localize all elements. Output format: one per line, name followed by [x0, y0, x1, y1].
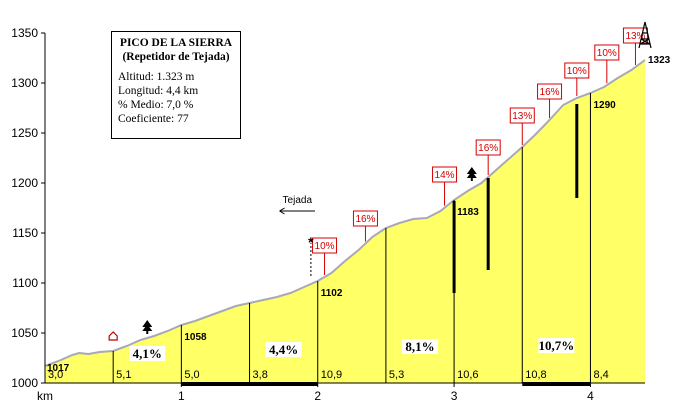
elevation-label: 1290 [593, 100, 616, 111]
y-tick-label: 1250 [11, 126, 38, 140]
elevation-label: 1183 [457, 207, 479, 218]
labels: 3,0 5,1 5,0 3,8 10,9 5,3 10,6 10,8 8,4 1017 1058 11… [47, 27, 671, 381]
max-grade-label: 16% [540, 87, 560, 98]
km-band [181, 382, 318, 386]
climb-title: PICO DE LA SIERRA [119, 37, 233, 49]
tree-trunk [470, 178, 473, 181]
tree-trunk [146, 331, 149, 334]
antenna-lattice [638, 21, 652, 49]
segment-dividers [112, 93, 591, 383]
segment-grade-label: 10,8 [525, 369, 546, 381]
max-grade-label: 13% [512, 111, 532, 122]
steep-bars [452, 104, 579, 293]
climb-info-box: PICO DE LA SIERRA (Repetidor de Tejada) … [111, 31, 241, 139]
max-grade-label: 16% [478, 143, 498, 154]
max-grade-box [537, 83, 563, 100]
km-average-label: 8,1% [405, 339, 434, 354]
max-grade-label: 16% [355, 214, 375, 225]
max-grade-box [432, 166, 458, 183]
segment-grade-label: 3,8 [253, 369, 268, 381]
max-grade-box [564, 62, 590, 79]
km-average-label: 10,7% [538, 338, 574, 353]
y-tick-label: 1350 [11, 26, 38, 40]
x-tick-label: 2 [314, 389, 321, 403]
x-tick-label: 3 [451, 389, 458, 403]
max-grade-label: 13% [625, 31, 645, 42]
info-altitude: Altitud: 1.323 m [118, 71, 195, 83]
segment-grade-label: 5,1 [116, 369, 131, 381]
max-grade-box [475, 139, 501, 156]
icons: * Tejada [108, 21, 652, 341]
km-average-bg [129, 346, 166, 361]
max-grade-label: 10% [567, 66, 587, 77]
info-average-grade: % Medio: 7,0 % [118, 99, 194, 111]
max-grade-box [509, 107, 535, 124]
tree-icon [142, 320, 153, 331]
segment-grade-label: 3,0 [48, 369, 63, 381]
y-tick-label: 1050 [11, 326, 38, 340]
max-grade-label: 10% [597, 48, 617, 59]
climb-subtitle: (Repetidor de Tejada) [122, 51, 230, 63]
junction-arrow-head [279, 207, 285, 215]
profile-area [45, 60, 645, 383]
elevation-label: 1017 [47, 363, 70, 374]
junction-star: * [308, 234, 314, 250]
km-average-label: 4,1% [133, 346, 162, 361]
segment-grade-label: 8,4 [593, 369, 608, 381]
max-grade-box [594, 44, 620, 61]
junction-label: Tejada [283, 195, 313, 206]
y-tick-label: 1000 [11, 376, 38, 390]
info-length: Longitud: 4,4 km [118, 85, 199, 97]
y-tick-label: 1150 [12, 226, 38, 240]
elevation-label: 1323 [648, 55, 671, 66]
tree-icon [466, 167, 477, 178]
segment-grade-label: 10,6 [457, 369, 478, 381]
x-axis-label: km [37, 389, 53, 403]
antenna-icon [638, 21, 652, 49]
profile-line [44, 59, 646, 367]
segment-grade-label: 5,0 [184, 369, 199, 381]
km-average-bg [538, 338, 575, 353]
segment-grade-label: 10,9 [321, 369, 342, 381]
x-tick-label: 4 [587, 389, 594, 403]
profile-layer [44, 59, 646, 383]
elevation-label: 1058 [184, 332, 207, 343]
km-average-bg [402, 339, 438, 354]
km-average-label: 4,4% [269, 342, 298, 357]
x-tick-label: 1 [178, 389, 185, 403]
max-grade-label: 10% [315, 241, 335, 252]
house-icon [108, 331, 118, 341]
elevation-label: 1102 [321, 288, 343, 299]
segment-grade-label: 5,3 [389, 369, 404, 381]
max-grade-box [352, 210, 378, 227]
km-average-bg [265, 342, 302, 357]
y-tick-label: 1300 [11, 76, 38, 90]
info-coefficient: Coeficiente: 77 [118, 113, 189, 125]
max-grade-box [312, 237, 338, 254]
y-tick-label: 1200 [11, 176, 38, 190]
axes: 1000 1050 1100 1150 1200 1250 1300 1350 1 2 3 4 km [11, 26, 645, 403]
max-grade-label: 14% [435, 170, 455, 181]
km-band [522, 382, 591, 386]
y-tick-label: 1100 [12, 276, 38, 290]
